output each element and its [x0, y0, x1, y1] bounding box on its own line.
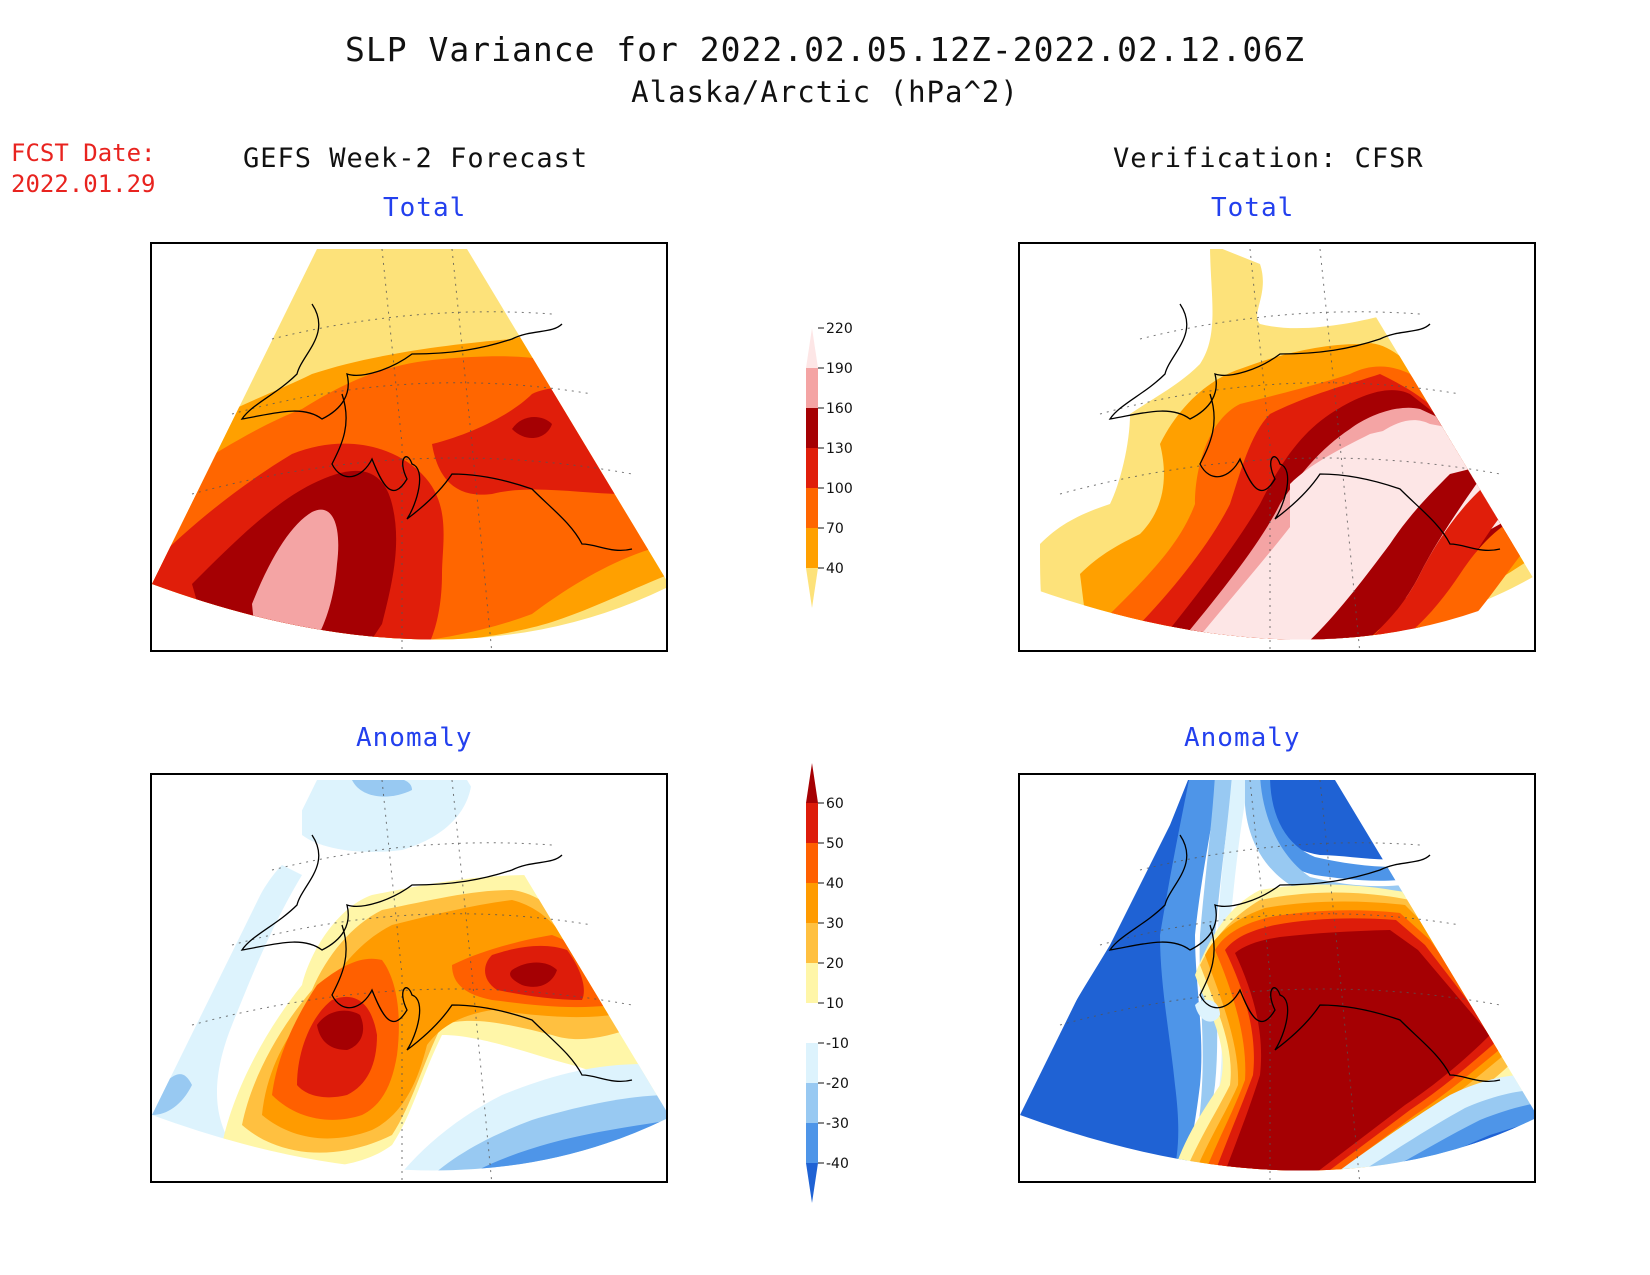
colorbar-total-color-box-6: [806, 328, 818, 368]
colorbar-total-tick-label-3: 130: [826, 441, 853, 457]
colorbar-anomaly-tick-label-9: 60: [826, 796, 844, 812]
fill-neg20-west: [152, 1074, 192, 1115]
colorbar-anomaly-tick-label-2: -20: [826, 1076, 849, 1092]
fill-neg30-north: [1255, 780, 1430, 881]
colorbar-total: 40 70 100 130 160 190 220: [806, 321, 853, 608]
colorbar-total-color-box-4: [806, 408, 818, 448]
colorbar-anomaly-tick-label-1: -30: [826, 1116, 849, 1132]
fill-160-190-south: [1295, 464, 1490, 640]
forecast-date-value: 2022.01.29: [11, 170, 156, 198]
colorbar-total-color-box-1: [806, 528, 818, 568]
panel-title-verification-total: Total: [1211, 193, 1295, 223]
colorbar-anomaly-color-box-3: [806, 1043, 818, 1083]
map-panel-verification-anomaly: [1018, 773, 1536, 1183]
colorbar-anomaly-color-box-4: [806, 1003, 818, 1043]
colorbar-total-tick-label-5: 190: [826, 361, 853, 377]
fill-130-160-south: [1350, 474, 1520, 640]
colorbar-anomaly-tick-label-4: 10: [826, 996, 844, 1012]
fill-neg30-west: [1160, 780, 1220, 1171]
forecast-date: FCST Date: 2022.01.29: [11, 138, 156, 200]
fill-160-190-east: [512, 417, 552, 439]
fill-neg10-neg20: [302, 780, 472, 852]
colorbar-anomaly-tick-label-5: 20: [826, 956, 844, 972]
colorbar-anomaly-color-box-5: [806, 963, 818, 1003]
colorbar-total-tick-label-0: 40: [826, 561, 844, 577]
map-panel-verification-total: [1018, 242, 1536, 652]
panel-title-verification-anomaly: Anomaly: [1184, 723, 1301, 753]
colorbar-total-tick-label-2: 100: [826, 481, 853, 497]
colorbar-anomaly-tick-label-3: -10: [826, 1036, 849, 1052]
fill-60-plus-east: [510, 962, 557, 987]
colorbar-total-color-box-3: [806, 448, 818, 488]
colorbar-anomaly-color-box-0: [806, 1163, 818, 1203]
fill-neg40-west: [1020, 780, 1210, 1171]
colorbar-total-tick-label-6: 220: [826, 321, 853, 337]
fill-neg10-pocket: [1195, 999, 1220, 1022]
colorbar-anomaly-color-box-1: [806, 1123, 818, 1163]
colorbar-anomaly-color-box-8: [806, 843, 818, 883]
colorbar-total-tick-label-1: 70: [826, 521, 844, 537]
panel-title-forecast-anomaly: Anomaly: [356, 723, 473, 753]
left-column-heading: GEFS Week-2 Forecast: [243, 143, 589, 174]
map-panel-forecast-total: [150, 242, 668, 652]
colorbar-anomaly-color-box-10: [806, 763, 818, 803]
coastline: [240, 303, 633, 551]
coastline: [1108, 834, 1501, 1082]
fill-neg20-north: [1245, 780, 1438, 900]
colorbar-anomaly-color-box-7: [806, 883, 818, 923]
colorbar-total-color-box-2: [806, 488, 818, 528]
colorbar-anomaly-color-box-6: [806, 923, 818, 963]
colorbar-total-tick-label-4: 160: [826, 401, 853, 417]
coastline: [240, 834, 633, 1082]
fill-neg20-neg30: [352, 780, 412, 797]
forecast-date-label: FCST Date:: [11, 139, 156, 167]
right-column-heading: Verification: CFSR: [1113, 143, 1424, 174]
colorbar-anomaly-tick-label-6: 30: [826, 916, 844, 932]
colorbar-anomaly: -40 -30 -20 -10 10 20 30 40 50 60: [806, 763, 849, 1203]
colorbar-anomaly-tick-label-8: 50: [826, 836, 844, 852]
colorbar-total-color-box-0: [806, 568, 818, 608]
colorbar-anomaly-color-box-9: [806, 803, 818, 843]
map-panel-forecast-anomaly: [150, 773, 668, 1183]
panel-title-forecast-total: Total: [383, 193, 467, 223]
colorbar-total-color-box-5: [806, 368, 818, 408]
fill-190-220: [252, 509, 339, 640]
fill-neg10-west: [152, 865, 302, 1145]
colorbar-anomaly-tick-label-0: -40: [826, 1156, 849, 1172]
colorbar-anomaly-tick-label-7: 40: [826, 876, 844, 892]
coastline: [1108, 303, 1501, 551]
fill-60-plus: [317, 1010, 364, 1050]
colorbar-anomaly-color-box-2: [806, 1083, 818, 1123]
figure-subtitle: Alaska/Arctic (hPa^2): [631, 75, 1019, 109]
figure-title: SLP Variance for 2022.02.05.12Z-2022.02.…: [345, 30, 1305, 69]
